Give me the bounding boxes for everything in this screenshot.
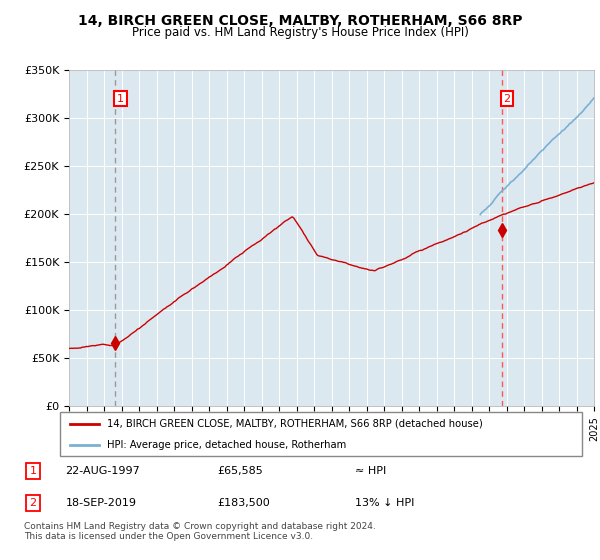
Text: 22-AUG-1997: 22-AUG-1997: [65, 466, 140, 476]
Text: 1: 1: [29, 466, 37, 476]
Text: ≈ HPI: ≈ HPI: [355, 466, 386, 476]
Text: £65,585: £65,585: [217, 466, 263, 476]
Text: 2: 2: [503, 94, 511, 104]
Text: Price paid vs. HM Land Registry's House Price Index (HPI): Price paid vs. HM Land Registry's House …: [131, 26, 469, 39]
FancyBboxPatch shape: [60, 412, 582, 456]
Text: HPI: Average price, detached house, Rotherham: HPI: Average price, detached house, Roth…: [107, 440, 346, 450]
Text: £183,500: £183,500: [217, 498, 270, 508]
Text: 14, BIRCH GREEN CLOSE, MALTBY, ROTHERHAM, S66 8RP (detached house): 14, BIRCH GREEN CLOSE, MALTBY, ROTHERHAM…: [107, 419, 483, 429]
Text: 18-SEP-2019: 18-SEP-2019: [65, 498, 136, 508]
Text: Contains HM Land Registry data © Crown copyright and database right 2024.
This d: Contains HM Land Registry data © Crown c…: [24, 522, 376, 542]
Text: 2: 2: [29, 498, 37, 508]
Text: 14, BIRCH GREEN CLOSE, MALTBY, ROTHERHAM, S66 8RP: 14, BIRCH GREEN CLOSE, MALTBY, ROTHERHAM…: [78, 14, 522, 28]
Text: 13% ↓ HPI: 13% ↓ HPI: [355, 498, 415, 508]
Text: 1: 1: [117, 94, 124, 104]
